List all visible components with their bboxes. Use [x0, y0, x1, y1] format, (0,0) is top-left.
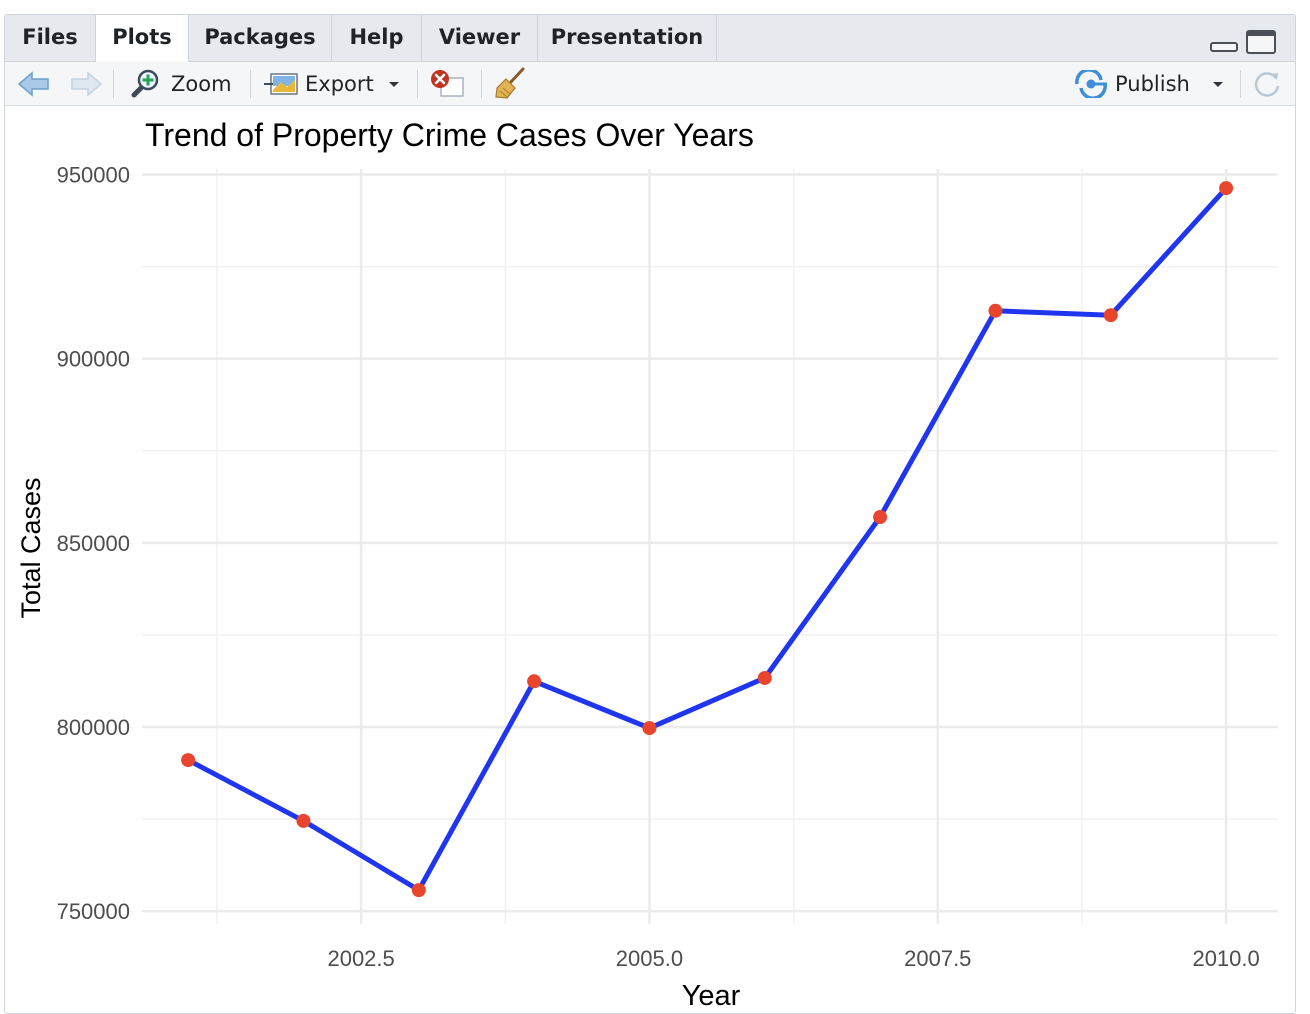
data-point: [411, 883, 426, 898]
clear-plots-button[interactable]: [493, 62, 527, 105]
zoom-label: Zoom: [171, 71, 232, 96]
y-tick-label: 900000: [57, 347, 130, 372]
tab-files[interactable]: Files: [5, 15, 96, 61]
zoom-button[interactable]: Zoom: [129, 62, 232, 105]
data-point: [527, 674, 542, 689]
data-point: [1219, 181, 1234, 196]
broom-icon: [495, 67, 525, 99]
x-tick-label: 2007.5: [904, 946, 971, 971]
tab-bar: Files Plots Packages Help Viewer Present…: [5, 15, 1295, 62]
remove-plot-button[interactable]: [429, 62, 465, 105]
tab-presentation[interactable]: Presentation: [538, 15, 717, 61]
x-tick-label: 2010.0: [1192, 946, 1259, 971]
maximize-icon[interactable]: [1245, 29, 1277, 55]
back-arrow-icon: [17, 70, 49, 97]
data-point: [873, 510, 888, 525]
chart-title: Trend of Property Crime Cases Over Years: [145, 117, 754, 153]
y-tick-label: 750000: [57, 899, 130, 924]
publish-icon: [1075, 69, 1107, 98]
plots-pane: Files Plots Packages Help Viewer Present…: [4, 14, 1296, 1014]
chevron-down-icon: [1212, 81, 1223, 87]
series-line: [186, 186, 1228, 893]
data-point: [642, 721, 657, 736]
back-button[interactable]: [17, 62, 51, 105]
export-icon: [264, 72, 298, 95]
refresh-icon: [1254, 71, 1280, 97]
y-tick-label: 950000: [57, 163, 130, 188]
data-point: [757, 670, 772, 685]
data-point: [1103, 308, 1118, 323]
tab-viewer[interactable]: Viewer: [422, 15, 538, 61]
line-chart: 750000 800000 850000 900000 950000 2002.5 200…: [16, 117, 1278, 1012]
data-point: [988, 303, 1003, 318]
tab-plots[interactable]: Plots: [95, 15, 189, 62]
data-point: [181, 753, 196, 768]
data-point: [296, 813, 311, 828]
zoom-icon: [131, 69, 159, 97]
y-tick-label: 850000: [57, 531, 130, 556]
chevron-down-icon: [388, 81, 399, 87]
minimize-icon[interactable]: [1209, 29, 1239, 53]
x-axis-label: Year: [682, 980, 741, 1012]
plots-toolbar: Zoom Export: [5, 62, 1295, 106]
y-axis-label: Total Cases: [16, 477, 46, 618]
x-tick-label: 2002.5: [327, 946, 394, 971]
tab-help[interactable]: Help: [332, 15, 422, 61]
refresh-button[interactable]: [1252, 62, 1282, 105]
plot-area: 750000 800000 850000 900000 950000 2002.5 200…: [5, 106, 1295, 1013]
publish-button[interactable]: Publish: [1073, 62, 1226, 105]
export-button[interactable]: Export: [263, 62, 402, 105]
forward-button[interactable]: [69, 62, 103, 105]
export-label: Export: [305, 71, 374, 96]
tab-packages[interactable]: Packages: [189, 15, 332, 61]
forward-arrow-icon: [71, 70, 103, 97]
publish-label: Publish: [1115, 71, 1190, 96]
x-tick-label: 2005.0: [616, 946, 683, 971]
y-tick-label: 800000: [57, 715, 130, 740]
remove-plot-icon: [431, 69, 464, 97]
